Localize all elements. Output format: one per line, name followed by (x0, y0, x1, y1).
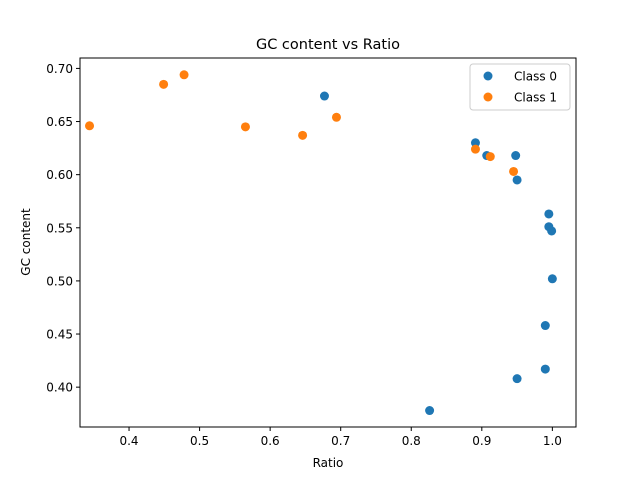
y-tick-label: 0.65 (46, 115, 73, 129)
y-axis: 0.40 0.45 0.50 0.55 0.60 0.65 0.70 (46, 62, 80, 395)
legend: Class 0 Class 1 (469, 63, 571, 111)
point-class-1-0 (85, 121, 95, 131)
point-class-0-5 (544, 209, 554, 219)
y-axis-label: GC content (19, 208, 33, 276)
x-tick-label: 1.0 (543, 434, 562, 448)
x-axis-label: Ratio (313, 456, 344, 470)
legend-marker-class-1 (483, 92, 493, 102)
legend-label-class-1: Class 1 (514, 91, 557, 105)
x-tick-label: 0.4 (119, 434, 138, 448)
point-class-1-4 (298, 130, 308, 140)
point-class-0-9 (540, 321, 550, 331)
point-class-0-0 (319, 91, 329, 101)
y-tick-label: 0.55 (46, 221, 73, 235)
point-class-1-5 (331, 112, 341, 122)
plot-frame (79, 57, 577, 428)
point-class-1-1 (159, 79, 169, 89)
y-tick-label: 0.60 (46, 168, 73, 182)
y-tick-label: 0.45 (46, 328, 73, 342)
y-tick-label: 0.50 (46, 274, 73, 288)
point-class-0-10 (540, 364, 550, 374)
y-tick-label: 0.40 (46, 381, 73, 395)
y-tick-label: 0.70 (46, 62, 73, 76)
point-class-1-7 (485, 152, 495, 162)
point-class-1-8 (509, 166, 519, 176)
x-tick-label: 0.9 (472, 434, 491, 448)
point-class-0-3 (511, 151, 521, 161)
x-tick-label: 0.8 (402, 434, 421, 448)
data-points (85, 70, 557, 416)
point-class-1-3 (240, 122, 250, 132)
point-class-0-1 (470, 138, 480, 148)
point-class-1-2 (179, 70, 189, 80)
chart-title: GC content vs Ratio (256, 37, 400, 53)
legend-label-class-0: Class 0 (514, 70, 557, 84)
legend-box (469, 63, 571, 111)
point-class-0-4 (512, 175, 522, 185)
x-tick-label: 0.6 (261, 434, 280, 448)
x-tick-label: 0.5 (190, 434, 209, 448)
point-class-0-7 (547, 226, 557, 236)
point-class-0-12 (425, 406, 435, 416)
point-class-0-8 (547, 274, 557, 284)
x-tick-label: 0.7 (331, 434, 350, 448)
point-class-1-6 (470, 144, 480, 154)
point-class-0-11 (512, 374, 522, 384)
x-axis: 0.4 0.5 0.6 0.7 0.8 0.9 1.0 (119, 427, 562, 448)
legend-marker-class-0 (483, 71, 493, 81)
